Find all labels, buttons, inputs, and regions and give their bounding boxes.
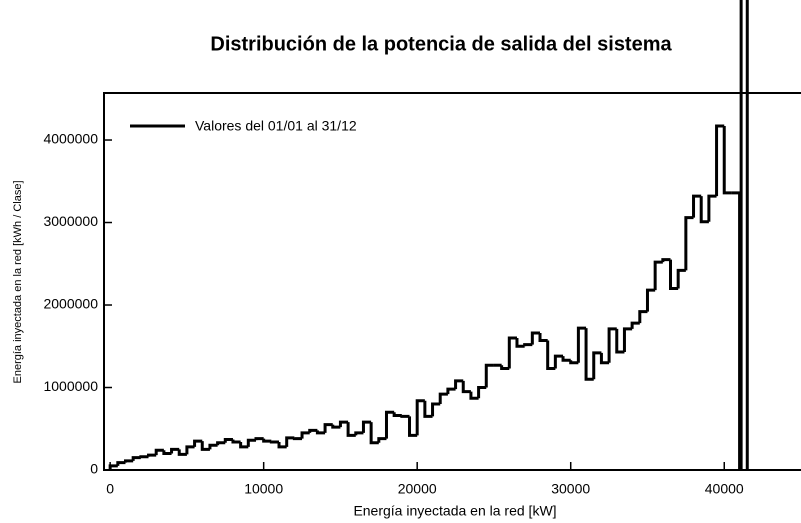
histogram-step (431, 402, 441, 417)
histogram-step (262, 438, 272, 443)
histogram-step (216, 441, 226, 446)
histogram-step (308, 428, 318, 433)
histogram-step (269, 440, 280, 444)
histogram-step (108, 464, 118, 470)
histogram-step (208, 443, 218, 450)
histogram-step (553, 354, 564, 369)
histogram-step (538, 333, 548, 342)
x-tick-label: 10000 (244, 481, 283, 497)
y-tick-label: 4000000 (43, 131, 98, 147)
histogram-step (507, 336, 517, 369)
histogram-step (669, 259, 679, 291)
histogram-step (116, 461, 126, 466)
histogram-step (484, 363, 494, 388)
histogram-step (285, 436, 295, 447)
chart-title: Distribución de la potencia de salida de… (210, 33, 672, 55)
histogram-step (592, 351, 602, 380)
histogram-step (193, 439, 203, 447)
legend-label: Valores del 01/01 al 31/12 (195, 118, 357, 134)
histogram-step (277, 441, 287, 449)
histogram-step (438, 392, 448, 405)
histogram-step (630, 321, 640, 329)
histogram-step (346, 422, 356, 437)
x-axis-label: Energía inyectada en la red [kW] (353, 503, 556, 519)
histogram-step (477, 386, 487, 399)
y-tick-label: 1000000 (43, 378, 98, 394)
histogram-step (154, 448, 164, 456)
histogram-step (147, 453, 157, 457)
histogram-step (231, 439, 241, 444)
histogram-step (622, 327, 633, 353)
histogram-step (392, 412, 402, 418)
histogram-step (384, 410, 395, 439)
histogram-step (354, 431, 364, 436)
histogram-step (615, 328, 625, 354)
histogram-step (584, 328, 594, 381)
histogram-step (546, 340, 556, 371)
x-tick-label: 20000 (398, 481, 437, 497)
y-tick-label: 0 (90, 461, 98, 477)
histogram-step (331, 424, 341, 429)
histogram-step (653, 260, 663, 291)
histogram-step (246, 438, 256, 447)
histogram-step (323, 423, 333, 433)
histogram-step (400, 414, 410, 418)
histogram-step (170, 447, 180, 454)
histogram-step (500, 365, 510, 371)
histogram-step (731, 191, 742, 470)
histogram-step (569, 360, 579, 365)
histogram-step (576, 326, 587, 363)
histogram-step (446, 387, 456, 395)
histogram-step (722, 125, 732, 195)
histogram-step (408, 416, 418, 437)
histogram-step (162, 450, 172, 456)
histogram-step (715, 124, 725, 197)
histogram-step (377, 437, 387, 443)
histogram-step (139, 455, 149, 459)
y-axis-label: Energía inyectada en la red [kWh / Clase… (12, 181, 24, 384)
histogram-step (292, 437, 303, 441)
x-tick-label: 40000 (705, 481, 744, 497)
histogram-step (469, 391, 479, 400)
histogram-step (607, 327, 617, 363)
histogram-step (638, 310, 648, 324)
histogram-step (239, 441, 249, 449)
histogram-step (361, 420, 372, 433)
histogram-step (523, 343, 533, 347)
histogram-step (684, 216, 694, 271)
histogram-step (454, 379, 464, 390)
y-tick-label: 2000000 (43, 296, 98, 312)
histogram-step (461, 380, 471, 394)
histogram-step (254, 437, 264, 441)
histogram-step (200, 441, 210, 451)
histogram-step (661, 258, 671, 263)
x-tick-label: 30000 (551, 481, 590, 497)
histogram-step (300, 431, 310, 439)
histogram-step (123, 459, 134, 463)
histogram-step (315, 430, 326, 435)
histogram-step (692, 194, 702, 218)
x-tick-label: 0 (106, 481, 114, 497)
histogram-step (131, 456, 141, 461)
histogram-step (185, 445, 195, 455)
histogram-step (415, 399, 425, 436)
histogram-step (699, 196, 709, 224)
histogram-step (223, 437, 233, 443)
histogram-step (177, 449, 187, 456)
histogram-step (530, 331, 541, 345)
histogram-step (599, 352, 610, 365)
histogram-step (561, 356, 571, 362)
histogram-step (645, 288, 656, 312)
histogram-step (369, 422, 379, 445)
y-tick-label: 3000000 (43, 213, 98, 229)
histogram-step (423, 400, 433, 418)
histogram-step (515, 338, 525, 348)
histogram-step (338, 420, 349, 428)
histogram-step (707, 194, 717, 222)
histogram-step (676, 268, 686, 289)
